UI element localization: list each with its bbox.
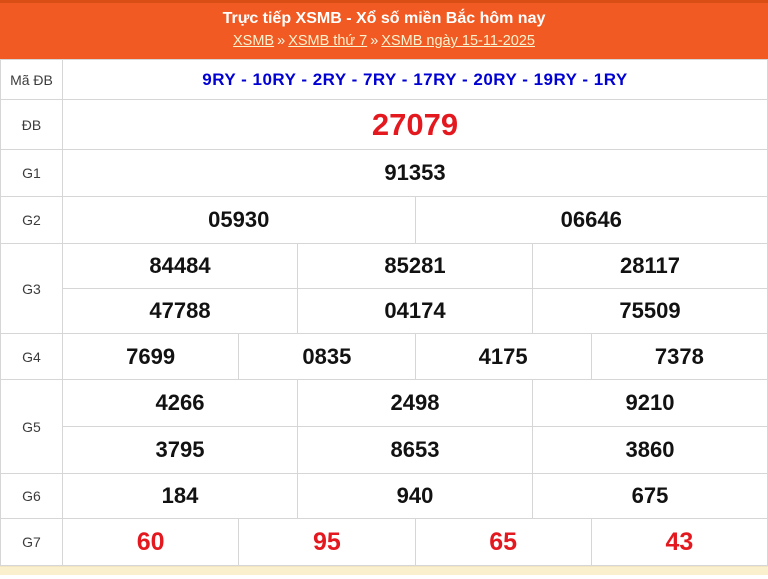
g4-prize-number: 4175 bbox=[414, 333, 592, 380]
g2-prize-number: 06646 bbox=[414, 196, 768, 244]
row-g3-1: G3 84484 85281 28117 bbox=[0, 243, 768, 334]
breadcrumb-separator: » bbox=[370, 33, 379, 49]
row-label-db: ĐB bbox=[0, 99, 63, 150]
g7-prize-number: 95 bbox=[238, 518, 416, 566]
row-g1: G1 91353 bbox=[0, 149, 768, 197]
row-label-g7: G7 bbox=[0, 518, 63, 566]
g5-prize-number: 3860 bbox=[532, 426, 768, 474]
page-header: Trực tiếp XSMB - Xổ số miền Bắc hôm nay … bbox=[0, 0, 768, 59]
row-label-g6: G6 bbox=[0, 473, 63, 519]
breadcrumb-link-xsmb-thu-7[interactable]: XSMB thứ 7 bbox=[288, 33, 368, 49]
row-g7: G7 60 95 65 43 bbox=[0, 518, 768, 566]
g5-prize-number: 3795 bbox=[62, 426, 298, 474]
row-g2: G2 05930 06646 bbox=[0, 196, 768, 244]
row-label-ma-db: Mã ĐB bbox=[0, 59, 63, 100]
row-g3-2: 47788 04174 75509 bbox=[1, 288, 768, 334]
g3-prize-number: 04174 bbox=[297, 288, 533, 334]
g7-prize-number: 65 bbox=[414, 518, 592, 566]
g3-prize-number: 47788 bbox=[62, 288, 298, 334]
g5-prize-number: 4266 bbox=[62, 379, 298, 427]
row-label-g1: G1 bbox=[0, 149, 63, 197]
breadcrumb-link-xsmb-date[interactable]: XSMB ngày 15-11-2025 bbox=[381, 33, 535, 49]
breadcrumb-separator: » bbox=[277, 33, 286, 49]
g5-prize-number: 8653 bbox=[297, 426, 533, 474]
g3-prize-number: 28117 bbox=[532, 243, 768, 289]
row-g5-1: G5 4266 2498 9210 bbox=[0, 379, 768, 474]
g6-prize-number: 675 bbox=[532, 473, 768, 519]
bottom-divider bbox=[0, 566, 768, 575]
row-g6: G6 184 940 675 bbox=[0, 473, 768, 519]
row-label-g5: G5 bbox=[0, 379, 63, 474]
g3-prize-number: 85281 bbox=[297, 243, 533, 289]
db-prize-number: 27079 bbox=[62, 99, 768, 150]
row-label-g2: G2 bbox=[0, 196, 63, 244]
g6-prize-number: 184 bbox=[62, 473, 298, 519]
g4-prize-number: 7699 bbox=[61, 333, 240, 380]
g4-prize-number: 0835 bbox=[238, 333, 416, 380]
breadcrumb-link-xsmb[interactable]: XSMB bbox=[233, 33, 275, 49]
g4-prize-number: 7378 bbox=[590, 333, 768, 380]
ma-db-codes: 9RY - 10RY - 2RY - 7RY - 17RY - 20RY - 1… bbox=[62, 59, 768, 100]
g3-prize-number: 75509 bbox=[532, 288, 768, 334]
g7-prize-number: 43 bbox=[590, 518, 768, 566]
row-g4: G4 7699 0835 4175 7378 bbox=[0, 333, 768, 380]
row-label-g3: G3 bbox=[0, 243, 63, 334]
g5-prize-number: 2498 bbox=[297, 379, 533, 427]
row-db: ĐB 27079 bbox=[0, 99, 768, 150]
g2-prize-number: 05930 bbox=[62, 196, 416, 244]
breadcrumb: XSMB» XSMB thứ 7» XSMB ngày 15-11-2025 bbox=[0, 32, 768, 50]
g6-prize-number: 940 bbox=[297, 473, 533, 519]
row-g5-2: 3795 8653 3860 bbox=[1, 426, 768, 474]
row-ma-db: Mã ĐB 9RY - 10RY - 2RY - 7RY - 17RY - 20… bbox=[0, 59, 768, 100]
g1-prize-number: 91353 bbox=[62, 149, 768, 197]
g5-prize-number: 9210 bbox=[532, 379, 768, 427]
g3-prize-number: 84484 bbox=[62, 243, 298, 289]
g7-prize-number: 60 bbox=[61, 518, 240, 566]
row-label-g4: G4 bbox=[0, 333, 63, 380]
results-table: Mã ĐB 9RY - 10RY - 2RY - 7RY - 17RY - 20… bbox=[0, 59, 768, 566]
page-title: Trực tiếp XSMB - Xổ số miền Bắc hôm nay bbox=[222, 10, 546, 27]
